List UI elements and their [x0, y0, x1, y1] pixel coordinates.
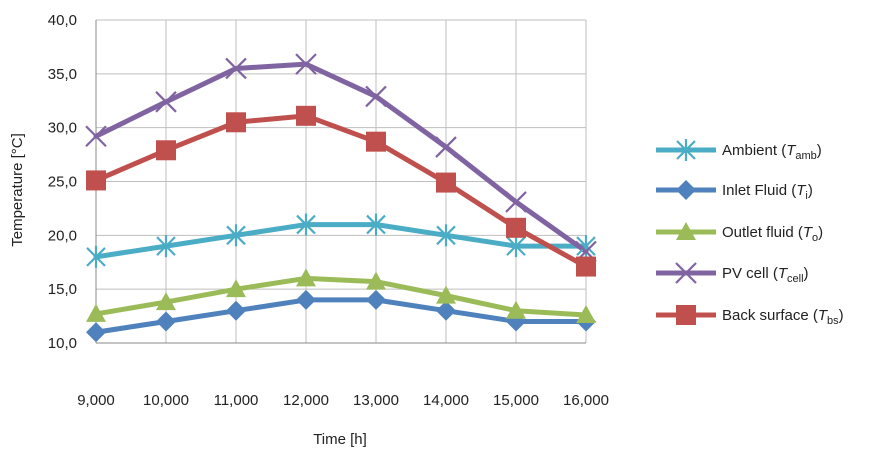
- data-point-inlet-fluid: [366, 289, 386, 310]
- data-point-inlet-fluid: [296, 289, 316, 310]
- series-line-back-surface: [93, 113, 589, 270]
- legend-swatch-marker: [676, 139, 696, 161]
- legend-label: Outlet fluid (To): [722, 224, 823, 244]
- series-line-ambient: [93, 222, 589, 260]
- series-line-outlet-fluid: [93, 275, 589, 318]
- data-point-back-surface: [366, 131, 386, 152]
- x-tick-label: 11,000: [214, 392, 259, 409]
- data-point-pv-cell: [225, 57, 247, 80]
- data-point-pv-cell: [365, 85, 387, 108]
- legend-swatch-marker: [676, 305, 696, 325]
- legend-item-ambient: Ambient (Tamb): [656, 139, 822, 162]
- x-tick-label: 14,000: [423, 392, 469, 409]
- y-axis-label: Temperature [°C]: [9, 133, 26, 247]
- data-point-pv-cell: [435, 136, 457, 158]
- data-point-inlet-fluid: [226, 300, 246, 321]
- data-point-back-surface: [226, 112, 246, 133]
- y-tick-label: 40,0: [48, 12, 77, 29]
- data-point-back-surface: [296, 105, 316, 126]
- data-point-pv-cell: [505, 191, 527, 213]
- data-point-back-surface: [86, 170, 106, 191]
- data-point-inlet-fluid: [86, 322, 106, 343]
- x-tick-label: 15,000: [493, 392, 539, 409]
- y-tick-label: 35,0: [48, 66, 77, 83]
- data-point-pv-cell: [155, 91, 177, 113]
- y-tick-label: 15,0: [48, 281, 77, 298]
- data-point-ambient: [436, 224, 456, 247]
- legend-label: PV cell (Tcell): [722, 265, 809, 285]
- x-tick-label: 16,000: [563, 392, 609, 409]
- y-tick-labels: 10,0 15,0 20,0 25,0 30,0 35,0 40,0: [48, 12, 77, 352]
- data-point-outlet-fluid: [506, 300, 526, 319]
- x-tick-label: 12,000: [283, 392, 329, 409]
- legend-swatch-marker: [676, 180, 696, 200]
- data-point-ambient: [576, 235, 596, 258]
- data-point-ambient: [296, 213, 316, 236]
- legend-swatch-marker: [675, 262, 697, 284]
- data-point-outlet-fluid: [296, 268, 316, 287]
- x-tick-label: 9,000: [77, 392, 115, 409]
- legend-label: Ambient (Tamb): [722, 142, 822, 162]
- data-point-ambient: [156, 235, 176, 258]
- data-point-outlet-fluid: [86, 303, 106, 322]
- data-point-back-surface: [156, 140, 176, 161]
- legend-item-outlet-fluid: Outlet fluid (To): [656, 222, 823, 244]
- data-point-ambient: [366, 213, 386, 236]
- y-tick-label: 20,0: [48, 227, 77, 244]
- data-point-back-surface: [576, 256, 596, 277]
- series-lines: [93, 61, 589, 335]
- x-tick-label: 10,000: [143, 392, 189, 409]
- series-markers: [85, 53, 597, 343]
- data-point-pv-cell: [295, 53, 317, 75]
- data-point-back-surface: [436, 172, 456, 193]
- x-tick-label: 13,000: [353, 392, 399, 409]
- gridlines: [95, 19, 587, 344]
- legend-label: Inlet Fluid (Ti): [722, 182, 813, 202]
- data-point-outlet-fluid: [226, 279, 246, 298]
- data-point-ambient: [226, 224, 246, 247]
- data-point-ambient: [86, 245, 106, 268]
- legend-item-back-surface: Back surface (Tbs): [656, 305, 844, 327]
- data-point-back-surface: [506, 217, 526, 238]
- data-point-outlet-fluid: [366, 271, 386, 290]
- legend-item-inlet-fluid: Inlet Fluid (Ti): [656, 180, 813, 202]
- data-point-inlet-fluid: [436, 300, 456, 321]
- legend: Ambient (Tamb) Inlet Fluid (Ti) Outlet flu…: [656, 139, 844, 327]
- data-point-outlet-fluid: [576, 305, 596, 324]
- x-tick-labels: 9,000 10,000 11,000 12,000 13,000 14,000 15,00…: [77, 392, 609, 409]
- series-line-pv-cell: [93, 61, 589, 254]
- x-axis-label: Time [h]: [313, 431, 367, 448]
- legend-label: Back surface (Tbs): [722, 307, 844, 327]
- data-point-outlet-fluid: [436, 285, 456, 304]
- series-line-inlet-fluid: [93, 297, 589, 335]
- y-tick-label: 10,0: [48, 335, 77, 352]
- data-point-outlet-fluid: [156, 292, 176, 311]
- legend-item-pv-cell: PV cell (Tcell): [656, 262, 809, 285]
- y-tick-label: 30,0: [48, 120, 77, 137]
- data-point-inlet-fluid: [156, 311, 176, 332]
- data-point-ambient: [506, 235, 526, 258]
- y-tick-label: 25,0: [48, 174, 77, 191]
- legend-swatch-marker: [676, 222, 696, 240]
- data-point-pv-cell: [85, 125, 107, 148]
